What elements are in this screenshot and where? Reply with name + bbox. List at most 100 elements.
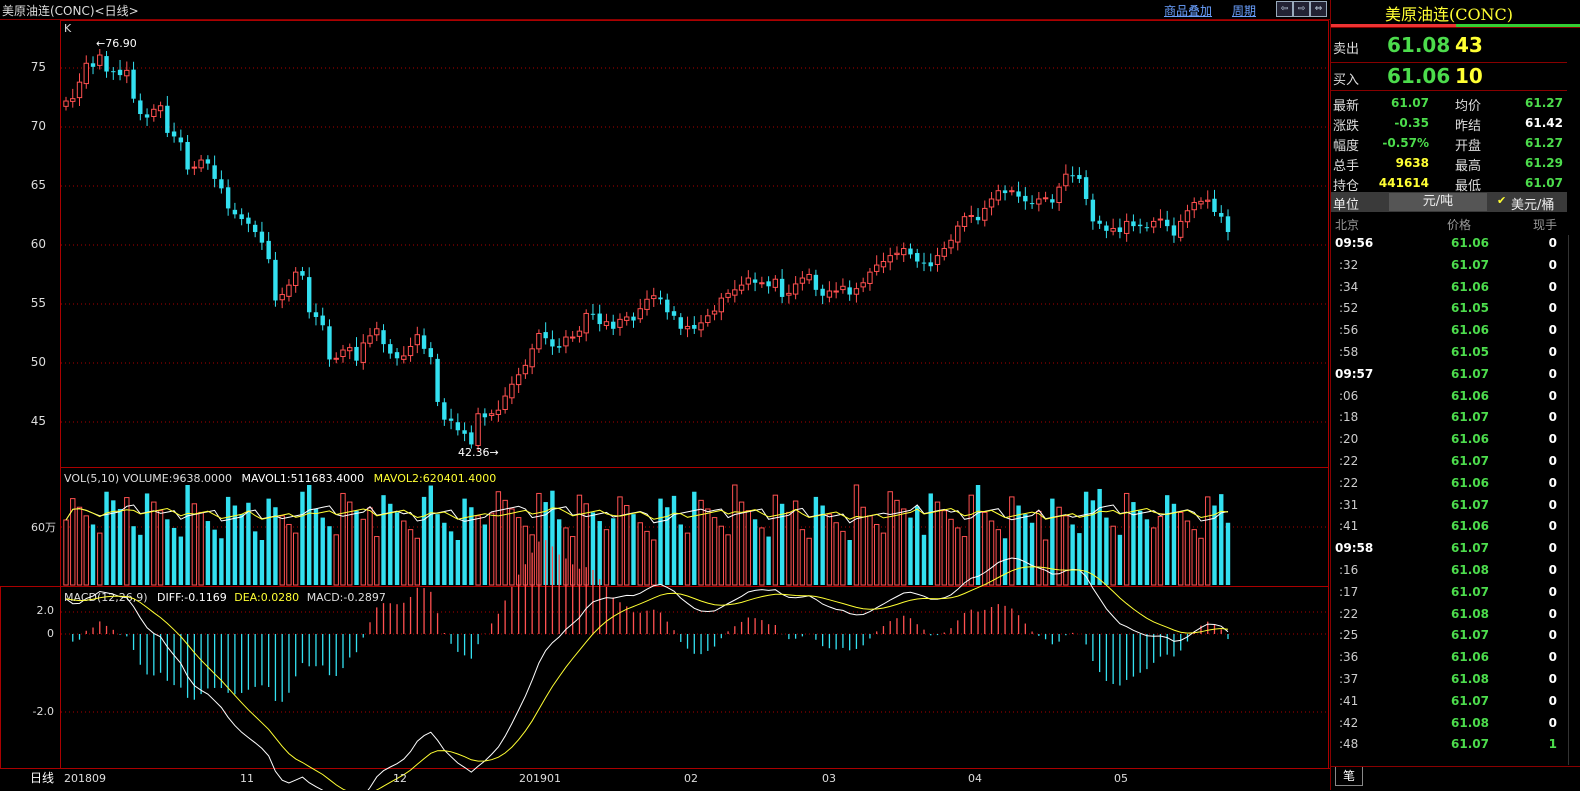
candle-body <box>806 274 812 281</box>
candle-body <box>550 339 555 347</box>
tick-scrollbar[interactable] <box>1568 235 1580 765</box>
chart-header-bar: 美原油连(CONC)<日线> 商品叠加 周期 ⇦ ⇨ ⇔ <box>0 0 1330 20</box>
volume-bar <box>76 506 83 586</box>
candle-body <box>138 100 143 115</box>
tick-price: 61.05 <box>1451 345 1489 359</box>
tab-trades[interactable]: 笔 <box>1335 767 1363 786</box>
stat-value: 61.07 <box>1525 176 1563 190</box>
tick-row: :52 61.05 0 <box>1331 301 1567 323</box>
tick-volume: 0 <box>1548 497 1557 512</box>
y-tick-65: 65 <box>31 178 46 192</box>
volume-bar <box>185 485 190 585</box>
tick-row: :22 61.07 0 <box>1331 454 1567 476</box>
unit-label: 单位 <box>1333 198 1360 213</box>
sell-price: 61.08 <box>1387 33 1451 57</box>
tick-row: :56 61.06 0 <box>1331 323 1567 345</box>
volume-bar <box>97 532 103 586</box>
tick-time: :41 <box>1339 519 1359 534</box>
candle-body <box>874 264 880 272</box>
volume-bar <box>934 501 941 586</box>
candle-body <box>293 271 299 286</box>
candle-body <box>921 262 927 264</box>
tick-row: :42 61.08 0 <box>1331 716 1567 738</box>
tick-row: 09:57 61.07 0 <box>1331 367 1567 389</box>
volume-legend-mavol1: MAVOL1:511683.4000 <box>241 472 364 485</box>
volume-bar <box>313 508 319 585</box>
volume-bar <box>1144 519 1150 585</box>
candle-body <box>151 108 157 117</box>
volume-bar <box>1205 496 1211 586</box>
candle-body <box>928 262 933 267</box>
volume-bar <box>759 527 765 586</box>
candle-body <box>144 114 150 118</box>
tick-time: 09:56 <box>1335 236 1374 250</box>
unit-usd-option[interactable]: 美元/桶 <box>1511 198 1555 213</box>
volume-bar <box>191 503 198 586</box>
volume-bar <box>840 530 846 586</box>
candle-body <box>860 282 866 288</box>
zoom-button[interactable]: ⇔ <box>1310 1 1327 17</box>
tick-row: :41 61.07 0 <box>1331 694 1567 716</box>
volume-bar <box>293 532 299 586</box>
volume-bar <box>117 508 123 585</box>
tick-time: 09:58 <box>1335 541 1374 556</box>
tick-row: :36 61.06 0 <box>1331 650 1567 672</box>
candles-group <box>63 49 1231 452</box>
candle-body <box>867 271 873 284</box>
tick-volume: 0 <box>1548 236 1557 250</box>
tick-list[interactable]: 09:56 61.06 0:32 61.07 0:34 61.06 0:52 61.05 0:5… <box>1331 236 1567 761</box>
tick-price: 61.06 <box>1451 432 1489 447</box>
scroll-right-button[interactable]: ⇨ <box>1293 1 1310 17</box>
candle-body <box>684 325 691 330</box>
volume-bar <box>455 540 461 585</box>
tick-row: :58 61.05 0 <box>1331 345 1567 367</box>
tick-time: :52 <box>1339 301 1359 316</box>
scroll-left-button[interactable]: ⇦ <box>1276 1 1293 17</box>
candle-body <box>421 335 427 349</box>
volume-bar <box>853 484 860 586</box>
candle-body <box>617 318 623 328</box>
low-marker: 42.36→ <box>458 446 499 459</box>
candle-body <box>212 165 217 179</box>
tick-volume: 0 <box>1548 301 1557 316</box>
candle-body <box>637 308 643 320</box>
candle-body <box>488 413 495 417</box>
volume-bar <box>1191 529 1197 586</box>
volume-bar <box>772 494 779 586</box>
volume-bar <box>961 536 968 586</box>
candle-body <box>435 358 440 402</box>
volume-bar <box>1050 498 1055 585</box>
volume-bar <box>1150 527 1157 586</box>
candle-body <box>529 348 535 368</box>
stat-label: 总手 <box>1333 159 1360 174</box>
volume-bar <box>1219 494 1224 585</box>
candle-body <box>63 100 69 107</box>
candle-body <box>894 252 900 256</box>
x-label-11: 11 <box>240 772 254 785</box>
candle-body <box>509 383 515 399</box>
overlay-commodity-link[interactable]: 商品叠加 <box>1164 4 1213 18</box>
volume-bar <box>833 522 839 586</box>
candle-body <box>178 137 184 143</box>
volume-bar <box>982 511 988 586</box>
candle-body <box>1016 191 1021 197</box>
candle-body <box>833 290 839 293</box>
stat-value: 9638 <box>1395 156 1429 170</box>
candle-body <box>239 214 244 220</box>
volume-bar <box>307 485 312 585</box>
volume-bar <box>1104 517 1109 585</box>
kline-grid <box>61 67 1328 713</box>
candle-body <box>975 216 981 221</box>
period-link[interactable]: 周期 <box>1232 4 1257 18</box>
volume-bar <box>732 484 738 586</box>
unit-cny-option[interactable]: 元/吨 <box>1389 193 1487 211</box>
stat-value: -0.35 <box>1394 116 1429 130</box>
candle-body <box>347 347 353 352</box>
volume-bar <box>462 498 467 585</box>
candle-body <box>644 298 650 310</box>
stat-label: 最高 <box>1455 159 1482 174</box>
kline-chart[interactable]: K 75 70 65 60 55 50 45 ←76.90 42.36→ VOL… <box>0 20 1330 790</box>
volume-bar <box>178 536 184 585</box>
tick-volume: 0 <box>1548 650 1557 665</box>
volume-bar <box>381 495 386 585</box>
